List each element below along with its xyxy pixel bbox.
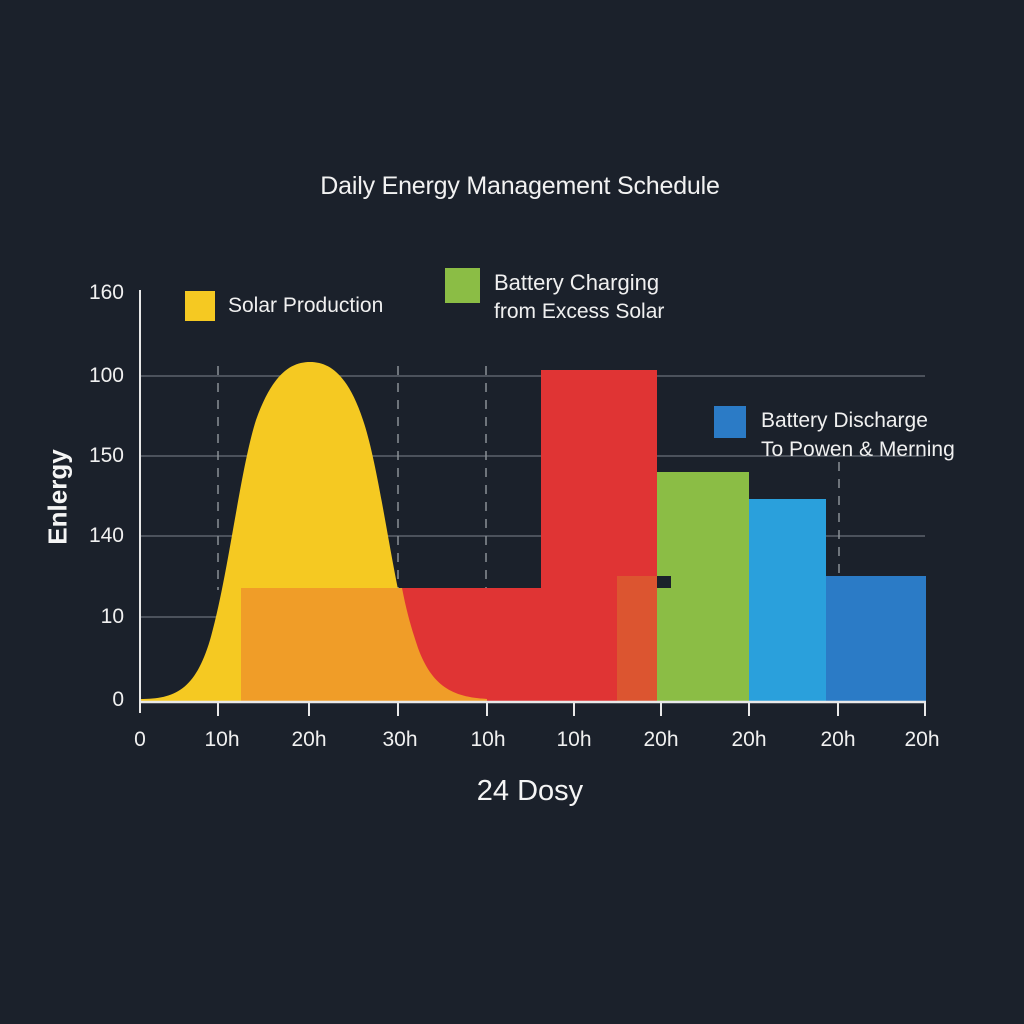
legend-swatch-blue — [714, 406, 746, 438]
x-tick-label: 20h — [904, 728, 940, 751]
x-axis-ticks — [217, 702, 926, 716]
y-tick-label: 140 — [88, 524, 124, 547]
y-tick-label: 160 — [88, 281, 124, 304]
legend-label-line1: Battery Charging — [494, 270, 660, 295]
y-axis-label: Enlergy — [42, 449, 73, 545]
x-tick-label: 20h — [820, 728, 856, 751]
legend-swatch-yellow — [185, 291, 215, 321]
legend-label-line2: To Powen & Merning — [761, 438, 955, 461]
load-red-area — [398, 370, 657, 701]
x-tick-label: 20h — [731, 728, 767, 751]
chart-title: Daily Energy Management Schedule — [320, 172, 720, 200]
battery-discharge-light-bar — [749, 499, 826, 701]
battery-charging-bar — [657, 472, 749, 701]
battery-discharge-bar — [826, 576, 926, 701]
x-tick-label: 0 — [134, 728, 146, 751]
legend-item-battery-charging: Battery Charging from Excess Solar — [445, 268, 664, 326]
x-tick-label: 20h — [291, 728, 327, 751]
y-tick-label: 0 — [112, 688, 124, 711]
x-tick-label: 20h — [643, 728, 679, 751]
grid-orange-overlap — [241, 588, 487, 701]
legend-swatch-green — [445, 268, 480, 303]
battery-charging-gap — [657, 576, 671, 588]
legend-label-line1: Battery Discharge — [761, 409, 928, 432]
vertical-dashed-gridlines — [217, 366, 840, 590]
y-tick-label: 150 — [88, 444, 124, 467]
x-tick-label: 10h — [470, 728, 506, 751]
y-tick-label: 10 — [100, 605, 124, 628]
x-axis-label: 24 Dosy — [476, 775, 584, 807]
legend-label-line2: from Excess Solar — [494, 300, 665, 323]
transition-bar — [617, 576, 657, 701]
x-tick-label: 10h — [204, 728, 240, 751]
y-tick-label: 100 — [88, 364, 124, 387]
legend-item-solar-production: Solar Production — [185, 291, 383, 321]
legend-label: Solar Production — [228, 294, 384, 317]
x-tick-label: 30h — [382, 728, 418, 751]
legend-item-battery-discharge: Battery Discharge To Powen & Merning — [714, 406, 955, 464]
x-tick-label: 10h — [556, 728, 592, 751]
